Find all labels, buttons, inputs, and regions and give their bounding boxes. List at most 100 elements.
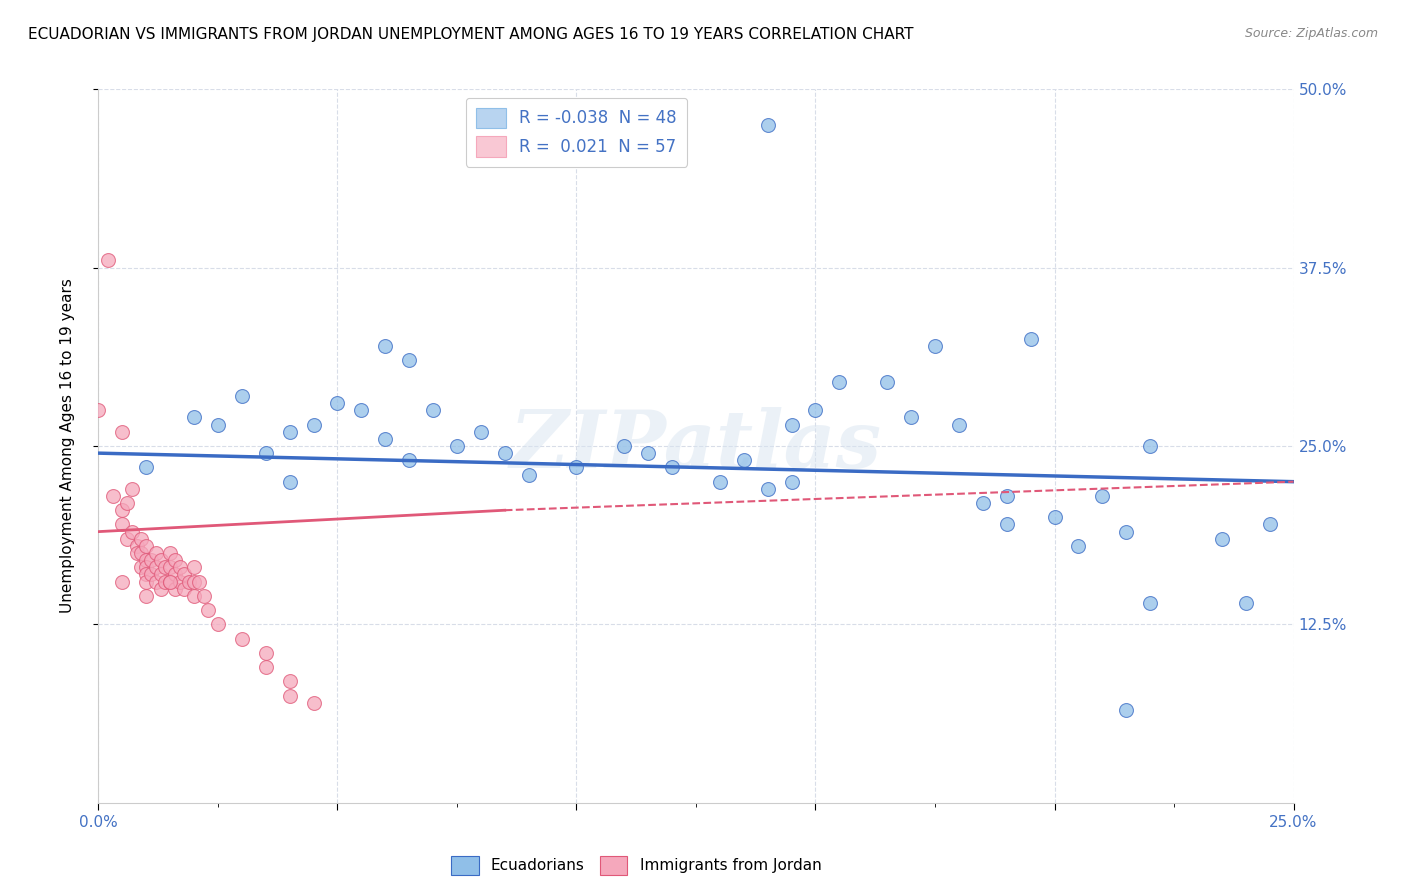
Point xyxy=(135,560,157,574)
Point xyxy=(278,689,301,703)
Point xyxy=(155,560,177,574)
Point xyxy=(149,567,172,582)
Point xyxy=(111,517,134,532)
Point xyxy=(87,403,110,417)
Point xyxy=(159,574,181,589)
Point xyxy=(145,560,167,574)
Point xyxy=(1019,332,1042,346)
Point xyxy=(183,589,205,603)
Point xyxy=(163,553,186,567)
Point xyxy=(159,574,181,589)
Point xyxy=(135,589,157,603)
Point xyxy=(972,496,994,510)
Point xyxy=(97,253,120,268)
Point xyxy=(145,574,167,589)
Point xyxy=(326,396,349,410)
Point xyxy=(169,560,191,574)
Point xyxy=(125,546,148,560)
Point xyxy=(278,475,301,489)
Point xyxy=(278,674,301,689)
Point xyxy=(398,353,420,368)
Point xyxy=(173,567,195,582)
Point xyxy=(1139,596,1161,610)
Point xyxy=(780,475,803,489)
Point xyxy=(1139,439,1161,453)
Point xyxy=(254,646,277,660)
Point xyxy=(135,539,157,553)
Text: ECUADORIAN VS IMMIGRANTS FROM JORDAN UNEMPLOYMENT AMONG AGES 16 TO 19 YEARS CORR: ECUADORIAN VS IMMIGRANTS FROM JORDAN UNE… xyxy=(28,27,914,42)
Point xyxy=(179,574,201,589)
Point xyxy=(995,517,1018,532)
Point xyxy=(470,425,492,439)
Legend: Ecuadorians, Immigrants from Jordan: Ecuadorians, Immigrants from Jordan xyxy=(444,850,828,880)
Point xyxy=(187,574,209,589)
Point xyxy=(302,696,325,710)
Point xyxy=(1234,596,1257,610)
Point xyxy=(131,560,153,574)
Point xyxy=(183,410,205,425)
Point xyxy=(193,589,215,603)
Point xyxy=(1115,703,1137,717)
Point xyxy=(517,467,540,482)
Point xyxy=(494,446,516,460)
Point xyxy=(169,574,191,589)
Point xyxy=(139,567,162,582)
Point xyxy=(1043,510,1066,524)
Point xyxy=(948,417,970,432)
Point xyxy=(374,339,396,353)
Point xyxy=(278,425,301,439)
Point xyxy=(101,489,124,503)
Point xyxy=(1211,532,1233,546)
Point xyxy=(121,524,143,539)
Point xyxy=(254,446,277,460)
Point xyxy=(661,460,683,475)
Point xyxy=(733,453,755,467)
Point xyxy=(197,603,219,617)
Point xyxy=(302,417,325,432)
Point xyxy=(159,546,181,560)
Point xyxy=(446,439,468,453)
Point xyxy=(565,460,588,475)
Point xyxy=(155,574,177,589)
Point xyxy=(111,425,134,439)
Point xyxy=(139,553,162,567)
Point xyxy=(115,496,138,510)
Y-axis label: Unemployment Among Ages 16 to 19 years: Unemployment Among Ages 16 to 19 years xyxy=(60,278,75,614)
Point xyxy=(613,439,636,453)
Point xyxy=(145,546,167,560)
Point xyxy=(756,482,779,496)
Point xyxy=(350,403,373,417)
Point xyxy=(876,375,898,389)
Point xyxy=(135,574,157,589)
Point xyxy=(131,546,153,560)
Point xyxy=(828,375,851,389)
Point xyxy=(121,482,143,496)
Point xyxy=(1091,489,1114,503)
Point xyxy=(183,560,205,574)
Point xyxy=(125,539,148,553)
Point xyxy=(159,560,181,574)
Point xyxy=(135,553,157,567)
Point xyxy=(709,475,731,489)
Point xyxy=(207,617,229,632)
Point xyxy=(995,489,1018,503)
Point xyxy=(111,574,134,589)
Point xyxy=(163,582,186,596)
Point xyxy=(135,460,157,475)
Point xyxy=(254,660,277,674)
Point xyxy=(1258,517,1281,532)
Point xyxy=(756,118,779,132)
Point xyxy=(637,446,659,460)
Point xyxy=(422,403,444,417)
Point xyxy=(183,574,205,589)
Point xyxy=(149,553,172,567)
Point xyxy=(231,389,253,403)
Point xyxy=(173,582,195,596)
Point xyxy=(163,567,186,582)
Point xyxy=(135,567,157,582)
Point xyxy=(374,432,396,446)
Point xyxy=(804,403,827,417)
Point xyxy=(131,532,153,546)
Text: ZIPatlas: ZIPatlas xyxy=(510,408,882,484)
Point xyxy=(111,503,134,517)
